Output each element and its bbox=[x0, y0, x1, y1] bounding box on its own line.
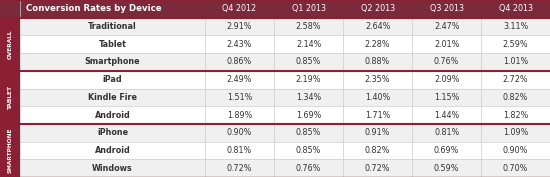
Bar bbox=[20, 142, 550, 159]
Bar bbox=[0, 71, 20, 124]
Text: 0.85%: 0.85% bbox=[296, 128, 321, 137]
Text: 2.19%: 2.19% bbox=[296, 75, 321, 84]
Text: iPhone: iPhone bbox=[97, 128, 128, 137]
Bar bbox=[20, 106, 550, 124]
Bar bbox=[20, 159, 550, 177]
Text: 2.14%: 2.14% bbox=[296, 40, 321, 49]
Bar bbox=[20, 53, 550, 71]
Text: 0.72%: 0.72% bbox=[227, 164, 252, 173]
Bar bbox=[0, 0, 550, 18]
Text: TABLET: TABLET bbox=[8, 85, 13, 109]
Text: Conversion Rates by Device: Conversion Rates by Device bbox=[25, 4, 161, 13]
Text: 2.49%: 2.49% bbox=[227, 75, 252, 84]
Text: Q2 2013: Q2 2013 bbox=[361, 4, 395, 13]
Text: 2.43%: 2.43% bbox=[227, 40, 252, 49]
Text: Kindle Fire: Kindle Fire bbox=[88, 93, 137, 102]
Text: 0.69%: 0.69% bbox=[434, 146, 459, 155]
Bar bbox=[20, 35, 550, 53]
Text: 0.90%: 0.90% bbox=[227, 128, 252, 137]
Text: OVERALL: OVERALL bbox=[8, 30, 13, 59]
Text: 3.11%: 3.11% bbox=[503, 22, 529, 31]
Text: 2.58%: 2.58% bbox=[296, 22, 321, 31]
Text: 0.82%: 0.82% bbox=[503, 93, 529, 102]
Bar bbox=[20, 71, 550, 88]
Text: iPad: iPad bbox=[103, 75, 122, 84]
Text: 1.40%: 1.40% bbox=[365, 93, 390, 102]
Text: Q3 2013: Q3 2013 bbox=[430, 4, 464, 13]
Text: 1.34%: 1.34% bbox=[296, 93, 321, 102]
Text: 2.72%: 2.72% bbox=[503, 75, 529, 84]
Text: 1.89%: 1.89% bbox=[227, 111, 252, 119]
Text: 0.91%: 0.91% bbox=[365, 128, 390, 137]
Text: Smartphone: Smartphone bbox=[85, 58, 140, 66]
Text: Q4 2012: Q4 2012 bbox=[223, 4, 257, 13]
Bar bbox=[20, 18, 550, 35]
Bar bbox=[0, 124, 20, 177]
Text: 2.91%: 2.91% bbox=[227, 22, 252, 31]
Text: 1.15%: 1.15% bbox=[434, 93, 459, 102]
Text: 0.59%: 0.59% bbox=[434, 164, 459, 173]
Text: 0.82%: 0.82% bbox=[365, 146, 390, 155]
Text: SMARTPHONE: SMARTPHONE bbox=[8, 128, 13, 173]
Text: 0.72%: 0.72% bbox=[365, 164, 390, 173]
Text: 1.09%: 1.09% bbox=[503, 128, 529, 137]
Text: 1.01%: 1.01% bbox=[503, 58, 529, 66]
Text: 1.71%: 1.71% bbox=[365, 111, 390, 119]
Text: 2.64%: 2.64% bbox=[365, 22, 390, 31]
Text: 0.81%: 0.81% bbox=[434, 128, 459, 137]
Text: Windows: Windows bbox=[92, 164, 133, 173]
Text: 2.35%: 2.35% bbox=[365, 75, 390, 84]
Text: 0.85%: 0.85% bbox=[296, 146, 321, 155]
Text: 2.59%: 2.59% bbox=[503, 40, 529, 49]
Text: Q4 2013: Q4 2013 bbox=[499, 4, 532, 13]
Text: 0.81%: 0.81% bbox=[227, 146, 252, 155]
Text: 0.85%: 0.85% bbox=[296, 58, 321, 66]
Bar bbox=[20, 88, 550, 106]
Text: Android: Android bbox=[95, 146, 130, 155]
Text: 1.44%: 1.44% bbox=[434, 111, 459, 119]
Text: 1.51%: 1.51% bbox=[227, 93, 252, 102]
Text: Tablet: Tablet bbox=[98, 40, 127, 49]
Text: 2.01%: 2.01% bbox=[434, 40, 459, 49]
Bar bbox=[0, 18, 20, 71]
Text: Q1 2013: Q1 2013 bbox=[292, 4, 326, 13]
Text: Android: Android bbox=[95, 111, 130, 119]
Text: 1.82%: 1.82% bbox=[503, 111, 529, 119]
Text: 1.69%: 1.69% bbox=[296, 111, 321, 119]
Text: 0.76%: 0.76% bbox=[434, 58, 459, 66]
Text: 2.09%: 2.09% bbox=[434, 75, 459, 84]
Text: 0.70%: 0.70% bbox=[503, 164, 529, 173]
Text: Traditional: Traditional bbox=[88, 22, 137, 31]
Text: 2.47%: 2.47% bbox=[434, 22, 459, 31]
Text: 0.90%: 0.90% bbox=[503, 146, 529, 155]
Text: 0.76%: 0.76% bbox=[296, 164, 321, 173]
Bar bbox=[20, 124, 550, 142]
Text: 0.88%: 0.88% bbox=[365, 58, 390, 66]
Text: 0.86%: 0.86% bbox=[227, 58, 252, 66]
Text: 2.28%: 2.28% bbox=[365, 40, 390, 49]
